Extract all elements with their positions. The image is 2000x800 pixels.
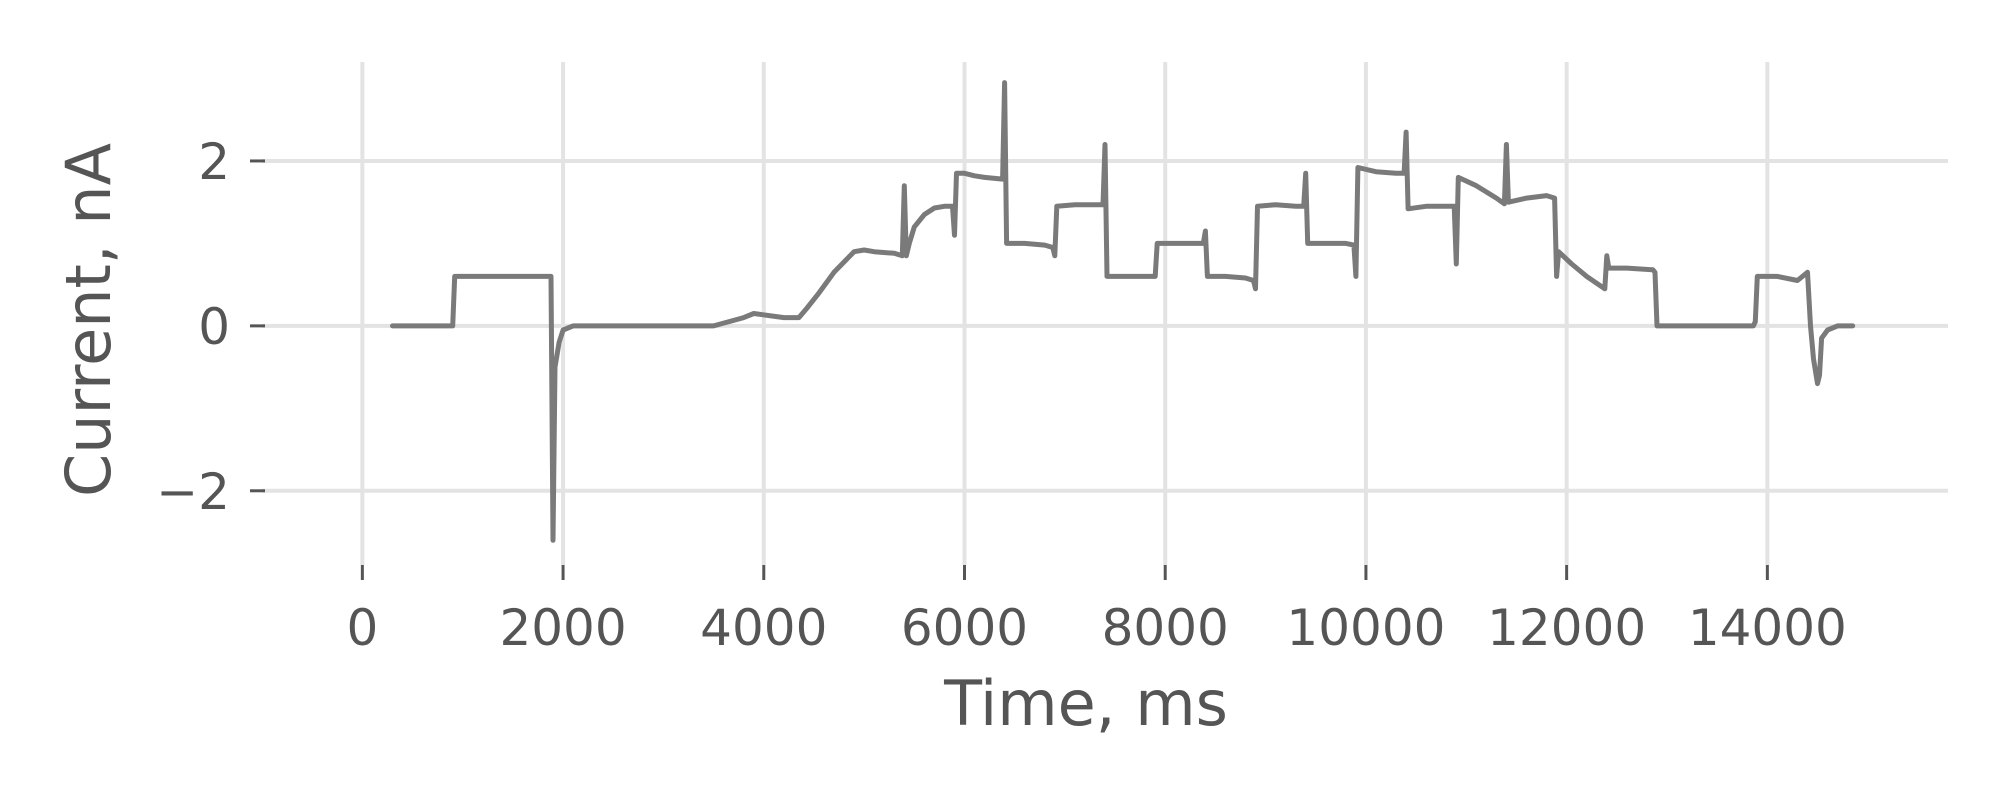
x-tick-label: 0 (346, 599, 378, 657)
x-tick-label: 10000 (1286, 599, 1445, 657)
series-line-1 (390, 80, 1856, 543)
x-tick-label: 2000 (499, 599, 626, 657)
x-tick-label: 8000 (1102, 599, 1229, 657)
x-tick-label: 6000 (901, 599, 1028, 657)
y-axis-ticks: −2 0 2 (156, 133, 265, 521)
y-tick-label: 2 (198, 133, 230, 191)
x-tick-label: 4000 (700, 599, 827, 657)
y-tick-label: 0 (198, 298, 230, 356)
x-axis-ticks: 0 2000 4000 6000 8000 10000 12000 14000 (346, 565, 1847, 657)
x-tick-label: 12000 (1487, 599, 1646, 657)
y-tick-label: −2 (156, 463, 230, 521)
x-axis-label: Time, ms (943, 667, 1228, 740)
grid (262, 62, 1948, 565)
series-layer (390, 80, 1856, 543)
y-axis-label: Current, nA (52, 143, 125, 497)
x-tick-label: 14000 (1688, 599, 1847, 657)
